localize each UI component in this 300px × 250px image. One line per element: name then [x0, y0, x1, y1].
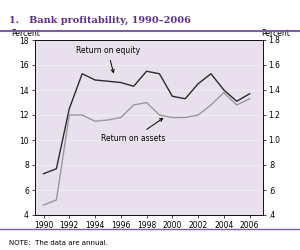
Text: Return on assets: Return on assets — [101, 118, 166, 143]
Text: Percent: Percent — [12, 29, 40, 38]
Text: Percent: Percent — [261, 29, 290, 38]
Text: Return on equity: Return on equity — [76, 46, 140, 72]
Text: NOTE:  The data are annual.: NOTE: The data are annual. — [9, 240, 108, 246]
Text: 1.   Bank profitability, 1990–2006: 1. Bank profitability, 1990–2006 — [9, 16, 191, 25]
